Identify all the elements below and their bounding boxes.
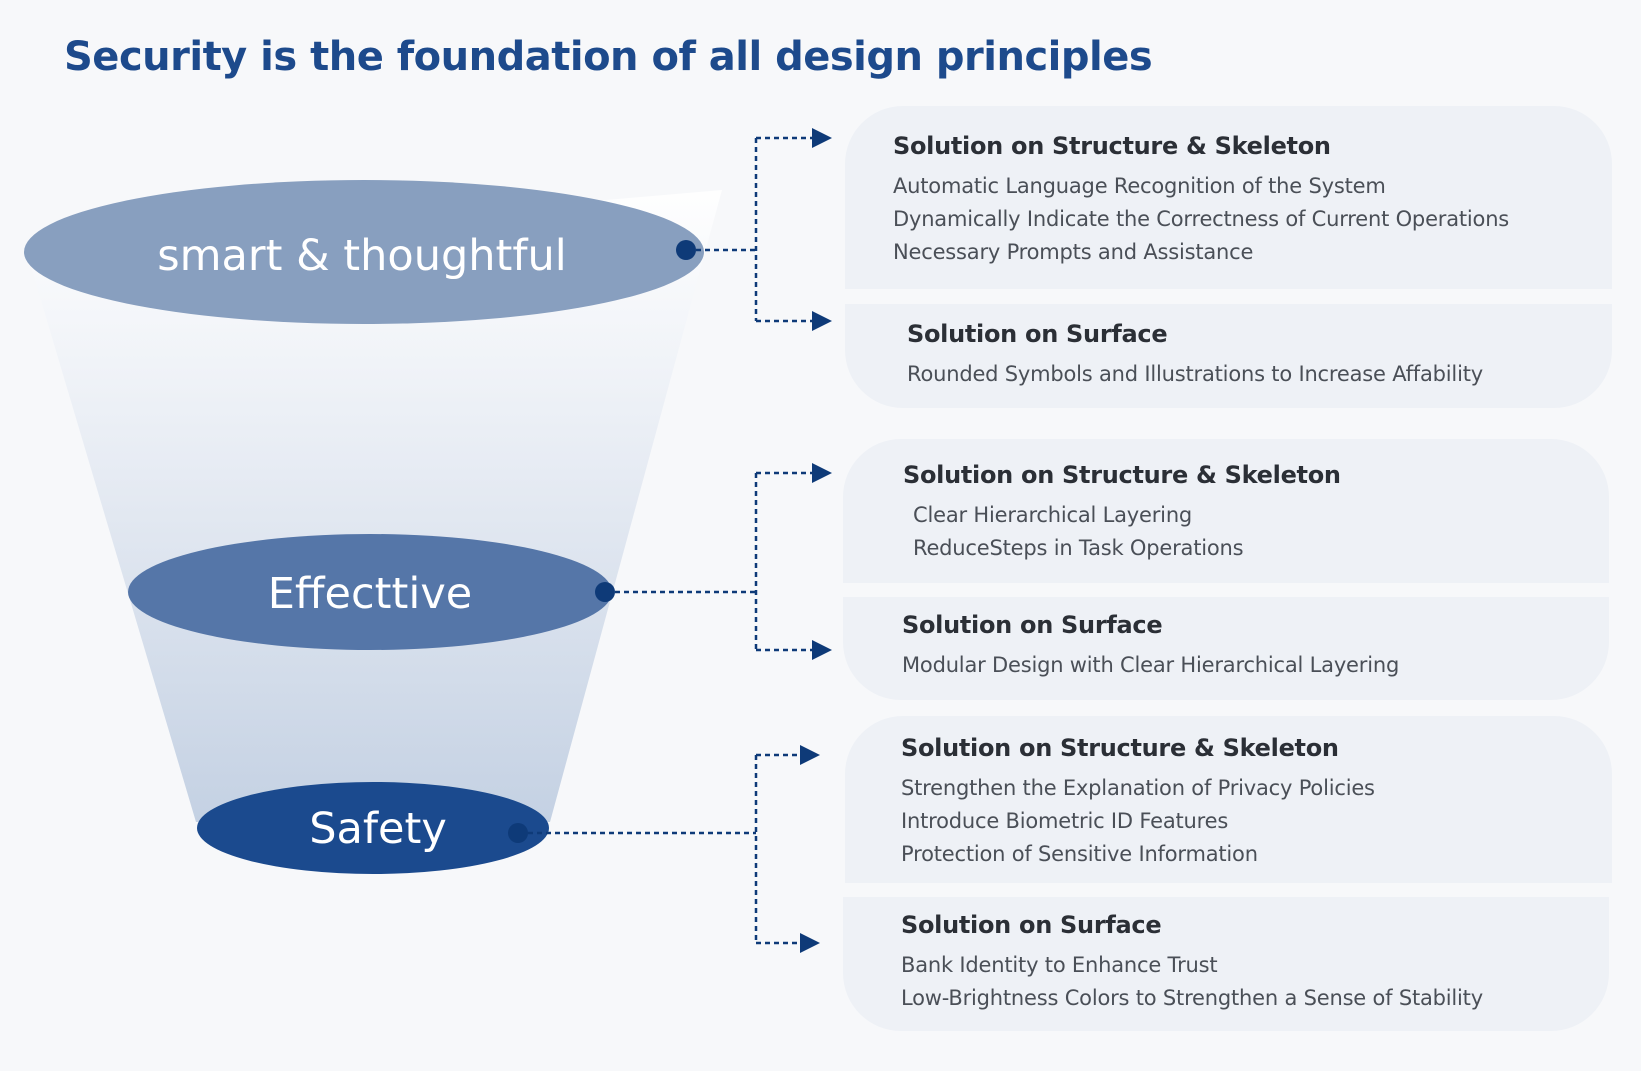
arrowhead-icon	[812, 640, 832, 660]
funnel-body	[26, 190, 722, 822]
arrowhead-icon	[812, 311, 832, 331]
level-label-effective: Effecttive	[268, 569, 472, 619]
structure-card-smart: Solution on Structure & Skeleton Automat…	[845, 106, 1612, 289]
level-ellipse-safety	[197, 782, 549, 874]
structure-card-title: Solution on Structure & Skeleton	[903, 461, 1341, 489]
structure-card-line: Protection of Sensitive Information	[901, 842, 1258, 866]
surface-card-smart: Solution on Surface Rounded Symbols and …	[845, 304, 1612, 408]
structure-card-title: Solution on Structure & Skeleton	[893, 132, 1331, 160]
level-label-safety: Safety	[309, 804, 447, 854]
structure-card-line: Clear Hierarchical Layering	[913, 503, 1193, 527]
structure-card-title: Solution on Structure & Skeleton	[901, 734, 1339, 762]
connector-dot	[595, 582, 615, 602]
surface-card-title: Solution on Surface	[902, 611, 1163, 639]
connectors	[508, 128, 832, 953]
surface-card-line: Rounded Symbols and Illustrations to Inc…	[907, 362, 1483, 386]
page-title: Security is the foundation of all design…	[64, 34, 1153, 80]
surface-card-effective: Solution on Surface Modular Design with …	[843, 597, 1609, 700]
surface-card-safety: Solution on Surface Bank Identity to Enh…	[843, 897, 1609, 1031]
structure-card-effective: Solution on Structure & Skeleton Clear H…	[843, 439, 1609, 583]
structure-card-line: Strengthen the Explanation of Privacy Po…	[901, 776, 1375, 800]
arrowhead-icon	[812, 463, 832, 483]
structure-card-line: Dynamically Indicate the Correctness of …	[893, 207, 1510, 231]
surface-card-title: Solution on Surface	[901, 911, 1162, 939]
surface-card-title: Solution on Surface	[907, 320, 1168, 348]
connector-dot	[508, 823, 528, 843]
structure-card-line: Introduce Biometric ID Features	[901, 809, 1229, 833]
structure-card-line: Automatic Language Recognition of the Sy…	[893, 174, 1386, 198]
arrowhead-icon	[800, 933, 820, 953]
level-ellipse-smart	[24, 180, 704, 324]
surface-card-line: Modular Design with Clear Hierarchical L…	[902, 653, 1400, 677]
structure-card-line: ReduceSteps in Task Operations	[913, 536, 1244, 560]
arrowhead-icon	[812, 128, 832, 148]
level-label-smart: smart & thoughtful	[157, 231, 566, 281]
surface-card-line: Low-Brightness Colors to Strengthen a Se…	[901, 986, 1483, 1010]
surface-card-line: Bank Identity to Enhance Trust	[901, 953, 1218, 977]
arrowhead-icon	[800, 745, 820, 765]
connector-dot	[676, 240, 696, 260]
level-ellipse-effective	[128, 534, 612, 650]
structure-card-safety: Solution on Structure & Skeleton Strengt…	[845, 716, 1612, 883]
structure-card-line: Necessary Prompts and Assistance	[893, 240, 1254, 264]
